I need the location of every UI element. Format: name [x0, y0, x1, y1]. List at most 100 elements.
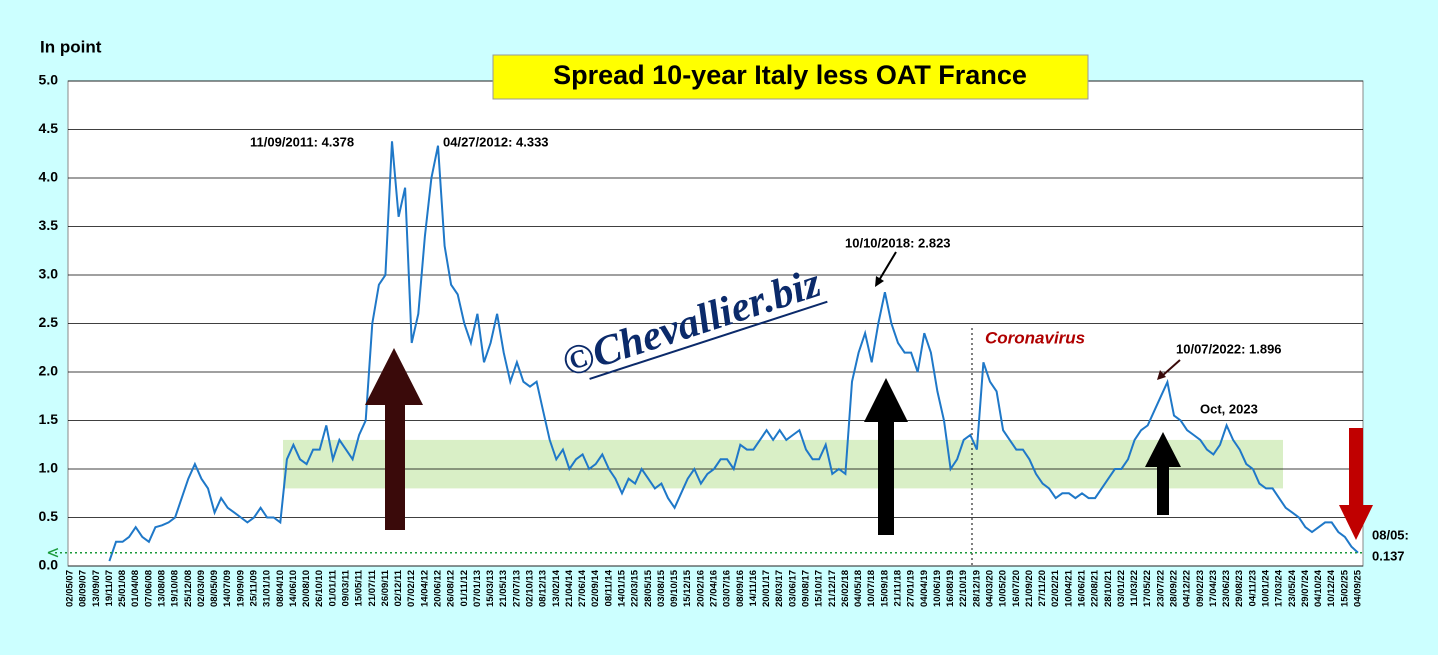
- y-tick-label: 4.5: [39, 120, 59, 136]
- x-tick-label: 10/06/19: [932, 570, 943, 607]
- pointer-head: [875, 276, 884, 287]
- x-tick-label: 22/03/15: [630, 569, 641, 607]
- chart-title: Spread 10-year Italy less OAT France: [553, 60, 1027, 90]
- x-tick-label: 04/04/19: [919, 570, 930, 607]
- y-tick-label: 0.0: [39, 557, 59, 573]
- annotation: 0.137: [1372, 548, 1405, 563]
- x-tick-label: 09/10/15: [669, 569, 680, 607]
- x-tick-label: 28/05/15: [643, 569, 654, 607]
- y-tick-label: 3.0: [39, 266, 59, 282]
- x-tick-label: 20/06/12: [433, 570, 444, 607]
- x-tick-label: 22/10/19: [958, 570, 969, 607]
- x-tick-label: 21/11/18: [893, 570, 904, 606]
- pointer: [1161, 359, 1181, 377]
- x-tick-label: 03/06/17: [787, 570, 798, 607]
- x-tick-label: 04/03/20: [985, 570, 996, 607]
- arrow: [1339, 428, 1373, 540]
- x-tick-label: 27/06/14: [577, 569, 588, 607]
- x-tick-label: 16/07/20: [1011, 570, 1022, 607]
- x-tick-label: 27/04/16: [709, 570, 720, 607]
- level-arrowhead: [47, 548, 59, 558]
- x-tick-label: 14/01/15: [617, 569, 628, 607]
- x-tick-label: 26/09/11: [380, 569, 391, 606]
- x-tick-label: 01/04/08: [130, 570, 141, 607]
- x-tick-label: 04/09/25: [1353, 569, 1364, 607]
- y-axis-label: In point: [40, 37, 102, 56]
- x-tick-label: 25/11/09: [249, 570, 260, 606]
- annotation: 11/09/2011: 4.378: [250, 134, 354, 149]
- x-tick-label: 17/05/22: [1142, 570, 1153, 607]
- y-tick-label: 1.0: [39, 460, 59, 476]
- x-tick-label: 04/11/23: [1247, 570, 1258, 606]
- pointer-head: [1157, 370, 1166, 380]
- x-tick-label: 26/08/12: [446, 570, 457, 607]
- x-tick-label: 26/10/10: [314, 570, 325, 607]
- x-tick-label: 03/01/22: [1116, 570, 1127, 607]
- x-tick-label: 25/01/08: [117, 570, 128, 607]
- x-tick-label: 08/11/14: [603, 569, 614, 606]
- x-tick-label: 08/12/13: [538, 570, 549, 607]
- x-tick-label: 14/06/10: [288, 570, 299, 607]
- x-tick-label: 16/06/21: [1077, 569, 1088, 607]
- x-tick-label: 28/12/19: [971, 570, 982, 607]
- data-line: [108, 141, 1359, 562]
- x-tick-label: 08/05/09: [209, 570, 220, 607]
- x-tick-label: 10/01/24: [1261, 569, 1272, 607]
- x-tick-label: 21/12/17: [827, 570, 838, 607]
- x-tick-label: 03/08/15: [656, 569, 667, 607]
- x-tick-label: 13/08/08: [157, 570, 168, 607]
- x-tick-label: 23/07/22: [1155, 570, 1166, 607]
- x-tick-label: 25/12/08: [183, 570, 194, 607]
- pointer: [877, 251, 897, 283]
- x-tick-label: 11/03/22: [1129, 570, 1140, 606]
- x-tick-label: 08/09/16: [735, 570, 746, 607]
- annotation: Oct, 2023: [1200, 401, 1258, 416]
- x-tick-label: 28/10/21: [1103, 569, 1114, 607]
- x-tick-label: 19/10/08: [170, 570, 181, 607]
- y-tick-label: 4.0: [39, 169, 59, 185]
- x-tick-label: 08/04/10: [275, 570, 286, 607]
- annotation: 04/27/2012: 4.333: [443, 134, 549, 149]
- x-tick-label: 16/08/19: [945, 570, 956, 607]
- x-tick-label: 14/11/16: [748, 570, 759, 606]
- x-tick-label: 15/03/13: [485, 570, 496, 607]
- y-tick-label: 1.5: [39, 411, 59, 427]
- band: [283, 439, 1283, 489]
- x-tick-label: 15/12/15: [682, 569, 693, 607]
- x-tick-label: 21/04/14: [564, 569, 575, 607]
- x-tick-label: 13/02/14: [551, 569, 562, 607]
- y-tick-label: 0.5: [39, 508, 59, 524]
- x-tick-label: 07/01/13: [472, 570, 483, 607]
- x-tick-label: 04/05/18: [853, 570, 864, 607]
- x-tick-label: 09/03/11: [341, 569, 352, 606]
- x-tick-label: 28/09/22: [1169, 570, 1180, 607]
- x-tick-label: 15/02/25: [1339, 569, 1350, 607]
- y-tick-label: 5.0: [39, 72, 59, 88]
- x-tick-label: 09/08/17: [801, 570, 812, 607]
- watermark-underline: [589, 300, 828, 380]
- x-tick-label: 20/01/17: [761, 570, 772, 607]
- y-tick-label: 3.5: [39, 217, 59, 233]
- x-tick-label: 01/01/11: [327, 569, 338, 606]
- x-tick-label: 28/03/17: [774, 570, 785, 607]
- x-tick-label: 02/05/07: [65, 570, 76, 607]
- x-tick-label: 17/03/24: [1274, 569, 1285, 607]
- x-tick-label: 27/11/20: [1037, 570, 1048, 606]
- y-tick-label: 2.5: [39, 314, 59, 330]
- title-box: [492, 54, 1089, 100]
- x-tick-label: 21/07/11: [367, 569, 378, 606]
- x-tick-label: 19/11/07: [104, 570, 115, 606]
- x-tick-label: 26/02/18: [840, 570, 851, 607]
- x-tick-label: 19/09/09: [235, 570, 246, 607]
- annotation: 10/07/2022: 1.896: [1176, 341, 1282, 356]
- annotation: 08/05:: [1372, 527, 1409, 542]
- x-tick-label: 20/02/16: [695, 570, 706, 607]
- arrow: [365, 348, 423, 530]
- x-tick-label: 10/04/21: [1063, 569, 1074, 607]
- x-tick-label: 21/05/13: [498, 570, 509, 607]
- arrow: [1145, 432, 1181, 515]
- y-tick-label: 2.0: [39, 363, 59, 379]
- x-tick-label: 02/12/11: [393, 569, 404, 606]
- annotation: 10/10/2018: 2.823: [845, 235, 951, 250]
